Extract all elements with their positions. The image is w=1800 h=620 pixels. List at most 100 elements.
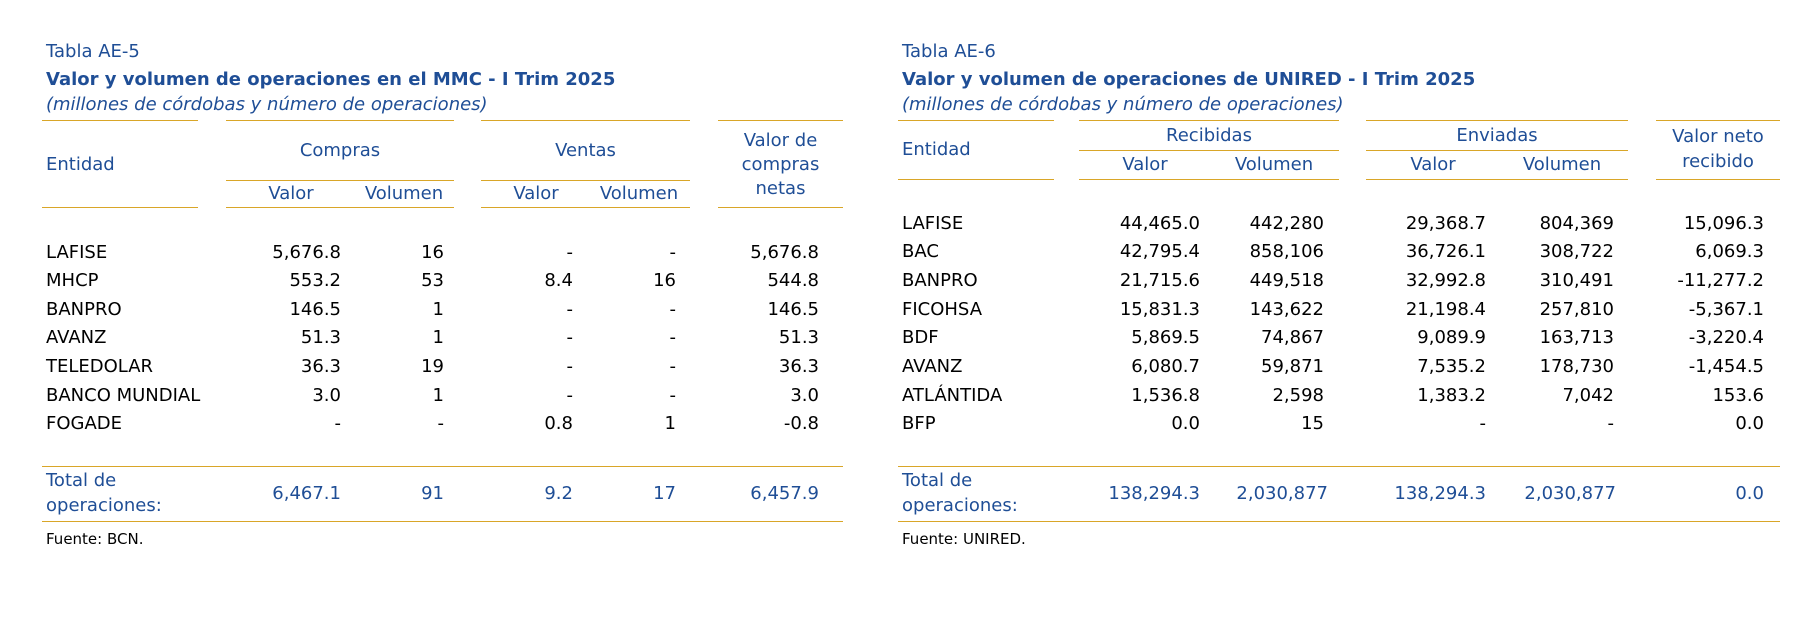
cell-recibidas-valor: 44,465.0 [1119,213,1200,234]
cell-ventas-valor: - [566,242,574,263]
cell-recibidas-volumen: 59,871 [1261,356,1324,377]
header-rule [1079,120,1339,121]
cell-ventas-valor: 8.4 [544,270,573,291]
cell-neto: 153.6 [1712,385,1764,406]
cell-ventas-volumen: 1 [664,413,676,434]
cell-enviadas-volumen: - [1607,413,1615,434]
header-rule [42,120,198,121]
total-compras-volumen: 91 [421,483,444,504]
cell-netas: 146.5 [767,299,819,320]
cell-netas: 544.8 [767,270,819,291]
cell-enviadas-volumen: 804,369 [1539,213,1614,234]
cell-neto: 15,096.3 [1683,213,1764,234]
table-title: Valor y volumen de operaciones en el MMC… [46,69,616,90]
column-header-volumen: Volumen [364,183,444,204]
row-entity: FOGADE [46,413,123,434]
column-header-neto: Valor neto [1672,126,1764,147]
cell-compras-volumen: 1 [432,299,444,320]
cell-recibidas-volumen: 143,622 [1249,299,1324,320]
column-header-entidad: Entidad [46,154,115,175]
cell-enviadas-valor: 21,198.4 [1405,299,1486,320]
row-entity: ATLÁNTIDA [902,385,1003,406]
total-label: operaciones: [46,495,162,516]
cell-neto: 0.0 [1735,413,1764,434]
cell-enviadas-volumen: 310,491 [1539,270,1614,291]
cell-ventas-volumen: 16 [653,270,676,291]
cell-recibidas-volumen: 74,867 [1261,327,1324,348]
column-header-netas: Valor de [743,130,818,151]
source-note: Fuente: BCN. [46,530,144,548]
row-entity: TELEDOLAR [46,356,154,377]
total-recibidas-volumen: 2,030,877 [1236,483,1328,504]
column-header-valor: Valor [268,183,314,204]
cell-recibidas-volumen: 858,106 [1249,241,1324,262]
cell-enviadas-valor: 9,089.9 [1417,327,1486,348]
table-subtitle: (millones de córdobas y número de operac… [46,94,488,115]
table-subtitle: (millones de córdobas y número de operac… [902,94,1344,115]
column-header-netas: netas [755,178,806,199]
cell-recibidas-volumen: 449,518 [1249,270,1324,291]
cell-recibidas-valor: 1,536.8 [1131,385,1200,406]
header-rule [1366,120,1628,121]
cell-neto: -11,277.2 [1677,270,1764,291]
header-rule [1079,179,1339,180]
header-rule [718,207,843,208]
total-enviadas-volumen: 2,030,877 [1524,483,1616,504]
cell-enviadas-valor: 7,535.2 [1417,356,1486,377]
header-rule [1079,150,1339,151]
row-entity: MHCP [46,270,99,291]
cell-enviadas-valor: 1,383.2 [1417,385,1486,406]
total-rule [898,466,1780,467]
header-rule [898,179,1054,180]
total-label: Total de [902,470,973,491]
cell-recibidas-volumen: 2,598 [1272,385,1324,406]
cell-ventas-valor: - [566,299,574,320]
cell-neto: -5,367.1 [1688,299,1764,320]
column-header-neto: recibido [1682,151,1754,172]
cell-neto: 6,069.3 [1695,241,1764,262]
cell-enviadas-volumen: 257,810 [1539,299,1614,320]
cell-netas: 5,676.8 [750,242,819,263]
cell-netas: 36.3 [778,356,819,377]
header-rule [898,120,1054,121]
cell-recibidas-volumen: 442,280 [1249,213,1324,234]
column-header-volumen: Volumen [599,183,679,204]
column-header-valor: Valor [1122,154,1168,175]
column-group-compras: Compras [299,140,381,161]
cell-compras-volumen: 19 [421,356,444,377]
table-code: Tabla AE-5 [46,41,140,62]
cell-compras-volumen: 16 [421,242,444,263]
row-entity: AVANZ [902,356,963,377]
column-header-volumen: Volumen [1522,154,1602,175]
table-title: Valor y volumen de operaciones de UNIRED… [902,69,1476,90]
cell-enviadas-volumen: 163,713 [1539,327,1614,348]
cell-enviadas-valor: 32,992.8 [1405,270,1486,291]
header-rule [481,180,690,181]
column-group-ventas: Ventas [555,140,616,161]
cell-enviadas-volumen: 178,730 [1539,356,1614,377]
column-header-valor: Valor [513,183,559,204]
cell-recibidas-valor: 6,080.7 [1131,356,1200,377]
cell-compras-volumen: 1 [432,385,444,406]
row-entity: LAFISE [902,213,964,234]
cell-enviadas-volumen: 7,042 [1562,385,1614,406]
cell-netas: 3.0 [790,385,819,406]
cell-ventas-volumen: - [669,242,677,263]
cell-ventas-volumen: - [669,327,677,348]
cell-neto: -3,220.4 [1688,327,1764,348]
column-header-valor: Valor [1410,154,1456,175]
header-rule [1366,179,1628,180]
cell-compras-volumen: 53 [421,270,444,291]
cell-netas: -0.8 [783,413,819,434]
cell-netas: 51.3 [778,327,819,348]
total-neto: 0.0 [1735,483,1764,504]
cell-ventas-valor: - [566,356,574,377]
cell-compras-valor: 5,676.8 [272,242,341,263]
cell-compras-valor: 3.0 [312,385,341,406]
cell-recibidas-valor: 15,831.3 [1119,299,1200,320]
total-label: Total de [46,470,117,491]
source-note: Fuente: UNIRED. [902,530,1026,548]
header-rule [1656,120,1780,121]
header-rule [718,120,843,121]
column-group-enviadas: Enviadas [1456,125,1538,146]
